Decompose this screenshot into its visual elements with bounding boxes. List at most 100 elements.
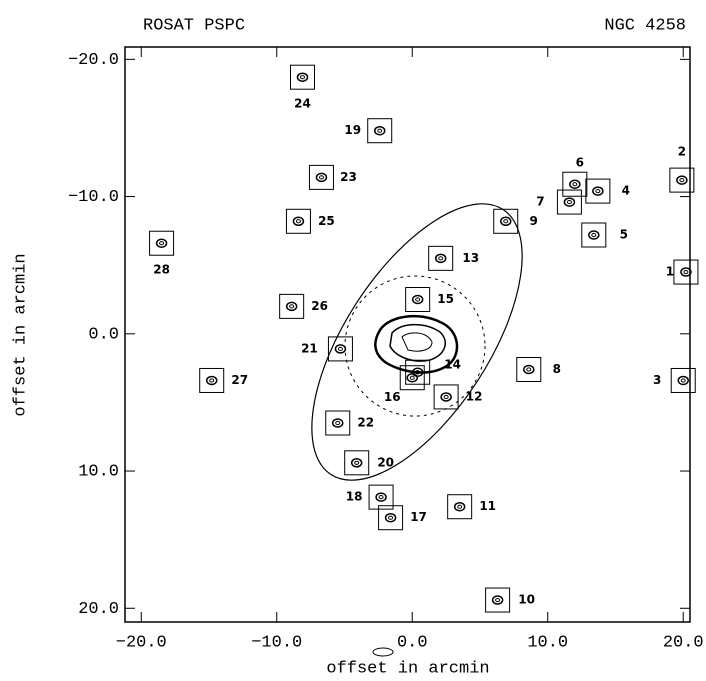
source: 12: [434, 385, 482, 409]
source-label: 20: [377, 455, 394, 469]
contour: [493, 596, 503, 604]
source-label: 13: [462, 251, 479, 265]
y-tick-label: 0.0: [88, 325, 119, 344]
source: 23: [309, 165, 356, 189]
source-label: 4: [622, 184, 630, 198]
contour: [210, 379, 214, 382]
contour: [290, 305, 294, 308]
dashed-circle: [345, 276, 485, 416]
source-label: 9: [530, 214, 538, 228]
source-label: 6: [576, 156, 584, 170]
source: 11: [448, 495, 496, 519]
contour: [160, 242, 164, 245]
contour: [458, 505, 462, 508]
contour: [681, 379, 685, 382]
contour: [333, 419, 343, 427]
contour: [677, 176, 687, 184]
x-tick-label: −20.0: [116, 633, 167, 652]
contour: [389, 516, 393, 519]
source-box: [671, 368, 695, 392]
source-box: [557, 190, 581, 214]
source-label: 14: [444, 358, 461, 372]
source: 10: [486, 588, 535, 612]
source-label: 12: [466, 389, 483, 403]
contour: [567, 200, 571, 203]
y-tick-label: −10.0: [68, 188, 119, 207]
contour: [564, 198, 574, 206]
galaxy-contour: [390, 325, 445, 361]
y-tick-label: 10.0: [78, 463, 119, 482]
source-box: [448, 495, 472, 519]
contour: [570, 180, 580, 188]
source: 3: [653, 368, 695, 392]
contour: [680, 179, 684, 182]
source-box: [286, 209, 310, 233]
contour: [335, 345, 345, 353]
contour: [501, 217, 511, 225]
y-axis-label: offset in arcmin: [11, 253, 30, 416]
contour: [352, 459, 362, 467]
source: 4: [586, 179, 630, 203]
contour: [589, 231, 599, 239]
chart-title: ROSAT PSPC: [143, 16, 245, 35]
contour: [355, 461, 359, 464]
source: 24: [290, 65, 314, 111]
source-box: [563, 172, 587, 196]
contour: [296, 220, 300, 223]
source-label: 25: [318, 214, 335, 228]
contour: [504, 220, 508, 223]
contour: [436, 254, 446, 262]
source: 26: [280, 294, 328, 318]
contour: [444, 395, 448, 398]
source-label: 10: [518, 593, 535, 607]
contour: [379, 496, 383, 499]
contour: [441, 393, 451, 401]
contour: [207, 376, 217, 384]
contour: [293, 217, 303, 225]
source-box: [290, 65, 314, 89]
source-label: 3: [653, 373, 661, 387]
source: 5: [582, 223, 628, 247]
chart: ROSAT PSPC NGC 4258 offset in arcmin off…: [0, 0, 706, 681]
source-box: [150, 231, 174, 255]
overlay: [271, 170, 564, 656]
contour: [287, 302, 297, 310]
source-box: [406, 288, 430, 312]
source-box: [280, 294, 304, 318]
source: 22: [326, 411, 374, 435]
contour: [297, 73, 307, 81]
source-label: 28: [153, 263, 170, 277]
x-tick-label: 20.0: [663, 633, 704, 652]
source-box: [517, 357, 541, 381]
source: 25: [286, 209, 334, 233]
source-box: [368, 119, 392, 143]
contour: [496, 598, 500, 601]
contour: [593, 187, 603, 195]
contour: [375, 127, 385, 135]
contour: [376, 493, 386, 501]
source: 9: [494, 209, 538, 233]
source: 1: [666, 260, 698, 284]
source: 28: [150, 231, 174, 277]
contour: [413, 296, 423, 304]
y-tick-label: 20.0: [78, 600, 119, 619]
source: 7: [536, 190, 581, 214]
contour: [336, 421, 340, 424]
source-box: [328, 337, 352, 361]
x-tick-label: −10.0: [251, 633, 302, 652]
source-label: 19: [344, 123, 361, 137]
contour: [338, 347, 342, 350]
y-tick-label: −20.0: [68, 51, 119, 70]
source: 27: [200, 368, 248, 392]
contour: [439, 257, 443, 260]
source-label: 27: [231, 373, 248, 387]
source-label: 26: [311, 299, 328, 313]
contour: [316, 173, 326, 181]
source: 20: [345, 451, 394, 475]
contour: [157, 239, 167, 247]
contour: [684, 270, 688, 273]
source-box: [582, 223, 606, 247]
contour: [596, 189, 600, 192]
source-label: 16: [384, 390, 401, 404]
contour: [524, 365, 534, 373]
